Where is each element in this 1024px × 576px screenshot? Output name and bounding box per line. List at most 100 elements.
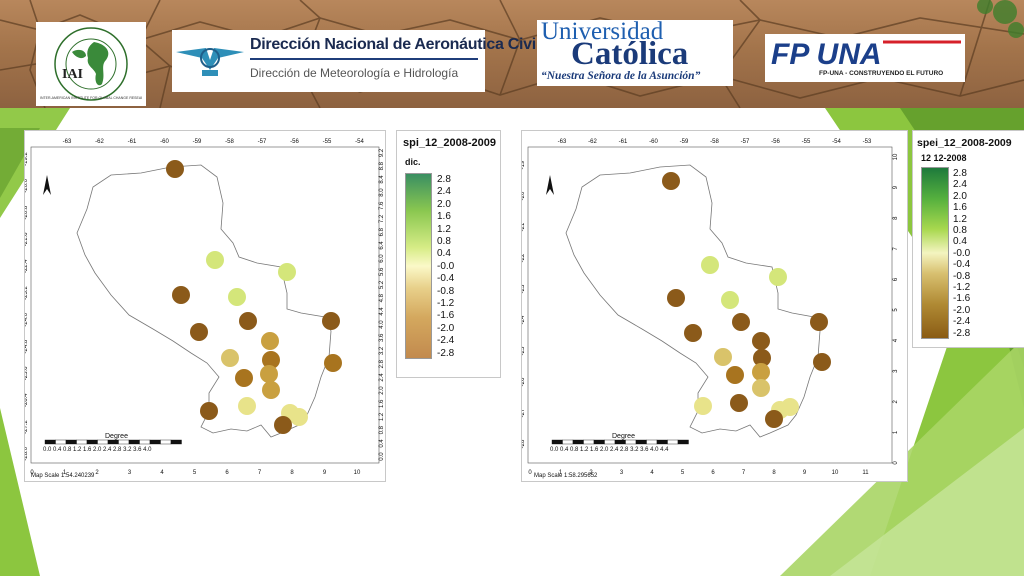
station-marker — [290, 408, 308, 426]
scale-bar-title: Degree — [612, 433, 635, 440]
bottom-tick-label: 4 — [650, 470, 654, 476]
right-tick-label: 9 — [893, 185, 899, 189]
top-tick-label: -53 — [863, 139, 872, 145]
station-marker — [701, 256, 719, 274]
right-tick-label: 0 — [893, 461, 899, 465]
station-marker — [667, 289, 685, 307]
spi-legend-sub: dic. — [405, 157, 421, 167]
station-marker — [206, 251, 224, 269]
right-tick-label: 8.0 — [379, 188, 385, 197]
uc-line1: Universidad — [541, 18, 664, 45]
top-tick-label: -57 — [741, 139, 750, 145]
station-marker — [752, 332, 770, 350]
map-scale-text: Map Scale 1:58.295652 — [534, 473, 598, 479]
uc-line2: Católica — [571, 36, 689, 72]
station-marker — [694, 397, 712, 415]
legend-label: -1.6 — [953, 293, 971, 305]
bottom-tick-label: 9 — [323, 470, 327, 476]
station-marker — [732, 313, 750, 331]
right-tick-label: 9.2 — [379, 148, 385, 157]
header-banner: IAI INTER-AMERICAN INSTITUTE FOR GLOBAL … — [0, 0, 1024, 108]
legend-label: -0.8 — [953, 270, 971, 282]
station-marker — [714, 348, 732, 366]
legend-label: -2.8 — [953, 327, 971, 339]
left-tick-label: -27 — [522, 408, 526, 417]
right-tick-label: 4 — [893, 338, 899, 342]
legend-label: -0.8 — [437, 285, 455, 297]
right-tick-label: 2.4 — [379, 373, 385, 382]
uc-line3: “Nuestra Señora de la Asunción” — [541, 70, 701, 82]
bottom-tick-label: 7 — [258, 470, 262, 476]
left-tick-label: -23.2 — [25, 286, 29, 300]
left-tick-label: -20.0 — [25, 178, 29, 192]
legend-label: 0.4 — [953, 236, 967, 248]
station-marker — [684, 324, 702, 342]
right-tick-label: 2.8 — [379, 359, 385, 368]
right-tick-label: 3 — [893, 369, 899, 373]
legend-label: 2.0 — [953, 190, 967, 202]
legend-label: -0.4 — [437, 273, 455, 285]
bottom-tick-label: 0 — [528, 470, 532, 476]
top-tick-label: -54 — [832, 139, 841, 145]
top-tick-label: -61 — [128, 139, 137, 145]
top-tick-label: -60 — [649, 139, 658, 145]
left-tick-label: -23 — [522, 284, 526, 293]
bottom-tick-label: 4 — [160, 470, 164, 476]
bottom-tick-label: 5 — [193, 470, 197, 476]
right-tick-label: 1.2 — [379, 412, 385, 421]
spi-map: -63 -62 -61 -60 -59 -58 -57 -56 -55 -54 -19.2 -20.… — [25, 139, 385, 476]
top-tick-label: -63 — [558, 139, 567, 145]
station-marker — [324, 354, 342, 372]
left-tick-label: -21.6 — [25, 232, 29, 246]
bottom-tick-label: 6 — [711, 470, 715, 476]
station-marker — [813, 353, 831, 371]
left-tick-label: -24.0 — [25, 312, 29, 326]
bottom-tick-label: 3 — [620, 470, 624, 476]
left-tick-label: -20 — [522, 191, 526, 200]
left-tick-label: -21 — [522, 222, 526, 231]
top-tick-label: -56 — [290, 139, 299, 145]
legend-label: -0.4 — [953, 259, 971, 271]
legend-label: 0.4 — [437, 248, 451, 260]
legend-label: -2.8 — [437, 347, 455, 359]
left-tick-label: -28 — [522, 439, 526, 448]
legend-label: -1.6 — [437, 310, 455, 322]
station-marker — [172, 286, 190, 304]
bottom-tick-label: 3 — [128, 470, 132, 476]
bottom-tick-label: 1 — [559, 470, 563, 476]
right-tick-label: 8.8 — [379, 161, 385, 170]
station-marker — [752, 379, 770, 397]
spei-map: -63 -62 -61 -60 -59 -58 -57 -56 -55 -54 -53 -19 -20… — [522, 139, 899, 476]
right-tick-label: 5.2 — [379, 280, 385, 289]
legend-label: -1.2 — [953, 282, 971, 293]
legend-label: 0.8 — [437, 236, 451, 247]
station-marker — [262, 381, 280, 399]
spei-legend-colorbar — [921, 167, 949, 339]
right-tick-label: 2.0 — [379, 386, 385, 395]
legend-label: -0.0 — [437, 260, 455, 272]
spei-legend-title: spei_12_2008-2009 — [917, 137, 1012, 149]
fpuna-logo: FP UNA FP-UNA - CONSTRUYENDO EL FUTURO — [765, 34, 965, 82]
scale-bar-labels: 0.0 0.4 0.8 1.2 1.6 2.0 2.4 2.8 3.2 3.6 … — [550, 447, 669, 453]
station-marker — [810, 313, 828, 331]
legend-label: 1.6 — [437, 211, 451, 223]
right-tick-label: 0.0 — [379, 452, 385, 461]
station-marker — [235, 369, 253, 387]
iai-logo: IAI INTER-AMERICAN INSTITUTE FOR GLOBAL … — [36, 22, 146, 106]
left-tick-label: -25.6 — [25, 366, 29, 380]
top-tick-label: -59 — [193, 139, 202, 145]
right-tick-label: 8.4 — [379, 175, 385, 184]
spei-legend: spei_12_2008-2009 12 12-2008 2.8 2.4 2.0 1.… — [912, 130, 1024, 348]
bottom-tick-label: 10 — [832, 470, 839, 476]
dinac-title: Dirección Nacional de Aeronáutica Civil — [250, 36, 541, 53]
right-tick-label: 3.6 — [379, 333, 385, 342]
right-tick-label: 6.0 — [379, 254, 385, 263]
left-tick-label: -28.0 — [25, 446, 29, 460]
top-tick-label: -63 — [63, 139, 72, 145]
dinac-logo: Dirección Nacional de Aeronáutica Civil … — [172, 30, 540, 92]
station-marker — [769, 268, 787, 286]
legend-label: 2.8 — [953, 168, 967, 179]
spei-map-panel: -63 -62 -61 -60 -59 -58 -57 -56 -55 -54 -53 -19 -20… — [521, 130, 908, 482]
right-tick-label: 10 — [893, 153, 899, 160]
fpuna-logo-text: FP UNA — [771, 38, 882, 70]
